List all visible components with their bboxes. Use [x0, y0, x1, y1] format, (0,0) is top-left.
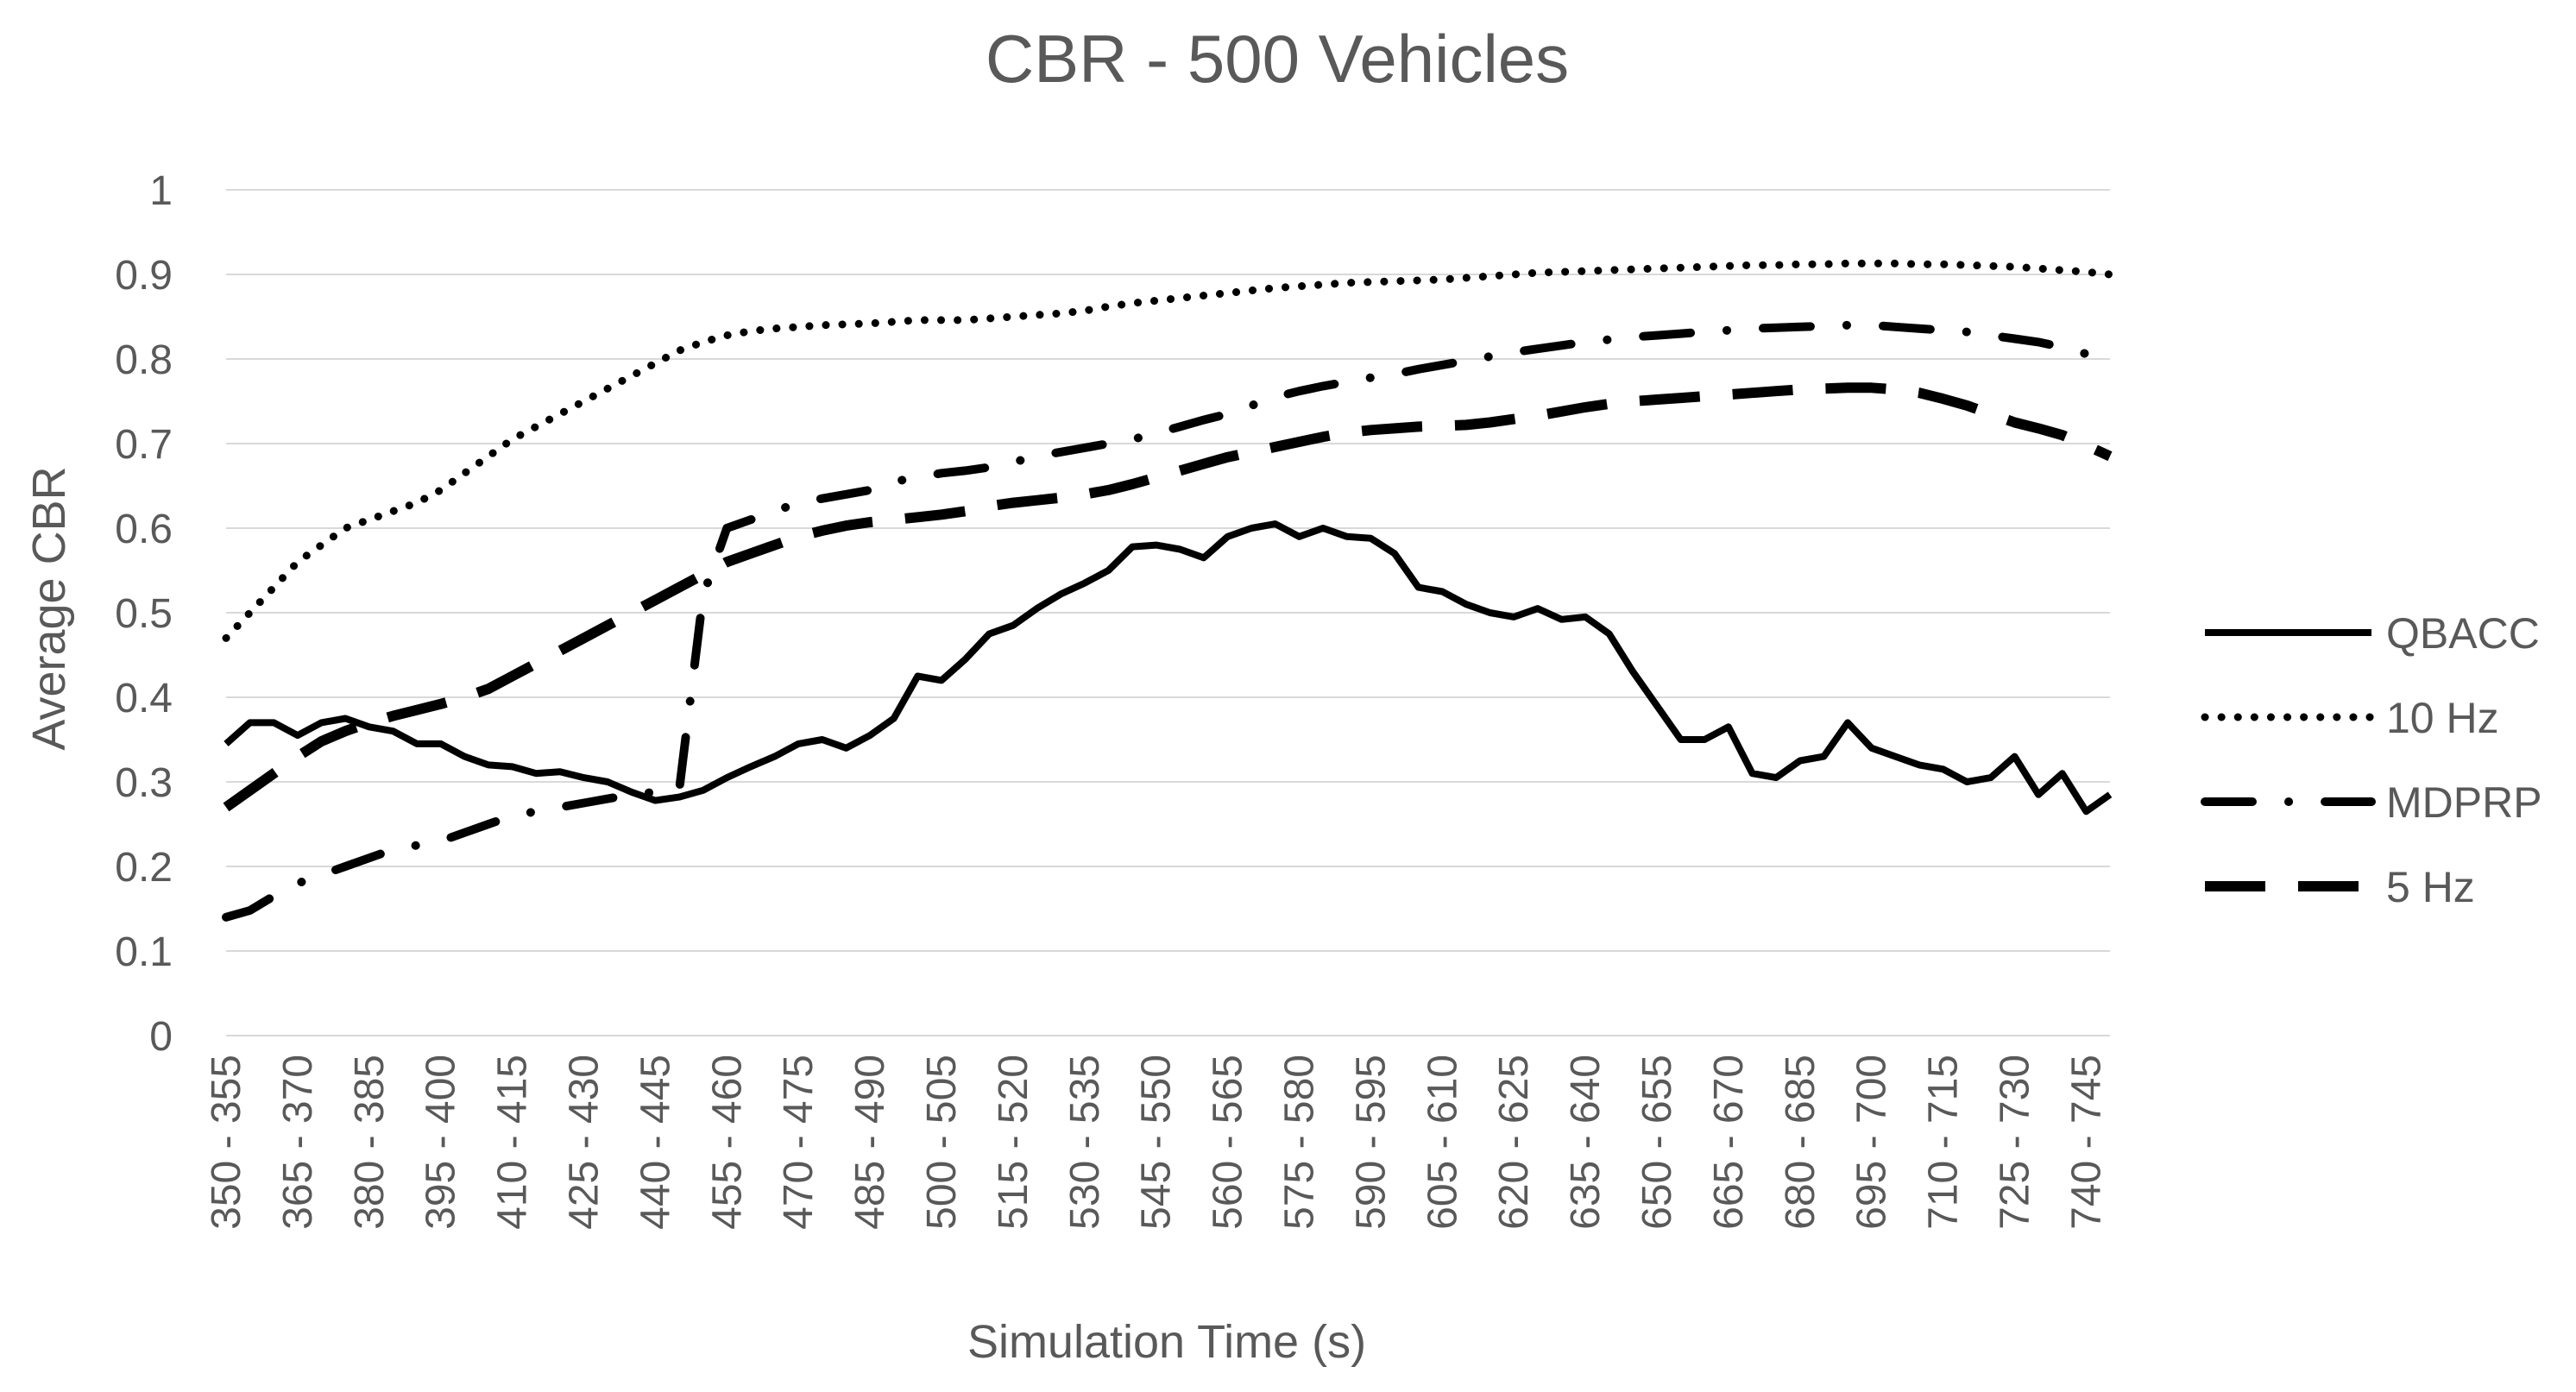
x-tick-label: 530 - 535	[1062, 1055, 1108, 1230]
legend-label-mdprp: MDPRP	[2386, 778, 2542, 827]
x-tick-label: 455 - 460	[704, 1055, 750, 1230]
gridlines	[226, 189, 2110, 1036]
y-tick-label: 0.9	[115, 253, 173, 299]
x-tick-label: 710 - 715	[1921, 1055, 1967, 1230]
x-tick-label: 500 - 505	[919, 1055, 965, 1230]
x-tick-label: 515 - 520	[991, 1055, 1036, 1230]
legend: QBACC 10 Hz MDPRP 5 Hz	[2201, 609, 2542, 911]
x-tick-label: 425 - 430	[561, 1055, 607, 1230]
y-tick-label: 0.1	[115, 929, 173, 975]
x-tick-label: 410 - 415	[490, 1055, 536, 1230]
y-tick-label: 1	[149, 168, 173, 214]
x-tick-label: 545 - 550	[1134, 1055, 1180, 1230]
series-line-qbacc	[224, 520, 2113, 816]
series-line-10-hz	[222, 259, 2114, 642]
y-tick-label: 0.5	[115, 591, 173, 637]
series-line-5-hz	[223, 382, 2113, 812]
y-tick-label: 0	[149, 1014, 173, 1060]
y-tick-label: 0.2	[115, 845, 173, 891]
x-tick-label: 665 - 670	[1706, 1055, 1752, 1230]
y-tick-label: 0.3	[115, 760, 173, 806]
x-tick-label: 395 - 400	[419, 1055, 464, 1230]
x-tick-label: 470 - 475	[776, 1055, 822, 1230]
x-tick-label: 485 - 490	[847, 1055, 893, 1230]
y-axis-label: Average CBR	[23, 466, 75, 750]
x-tick-label: 365 - 370	[275, 1055, 321, 1230]
series-line-mdprp	[222, 320, 2114, 922]
y-tick-label: 0.6	[115, 507, 173, 552]
x-tick-label: 590 - 595	[1348, 1055, 1394, 1230]
x-tick-label: 635 - 640	[1563, 1055, 1609, 1230]
x-tick-label: 380 - 385	[347, 1055, 393, 1230]
x-tick-label: 725 - 730	[1992, 1055, 2037, 1230]
chart-title: CBR - 500 Vehicles	[986, 21, 1569, 97]
x-axis-ticks: 350 - 355 365 - 370 380 - 385 395 - 400 410 …	[204, 1055, 2109, 1230]
x-tick-label: 740 - 745	[2063, 1055, 2109, 1230]
x-axis-label: Simulation Time (s)	[967, 1316, 1366, 1368]
x-tick-label: 650 - 655	[1634, 1055, 1680, 1230]
series-lines	[222, 259, 2114, 922]
legend-label-qbacc: QBACC	[2386, 609, 2540, 658]
legend-label-5-hz: 5 Hz	[2386, 863, 2475, 911]
y-axis-ticks: 0 0.1 0.2 0.3 0.4 0.5 0.6 0.7 0.8 0.9 1	[115, 168, 173, 1060]
y-tick-label: 0.4	[115, 676, 173, 721]
x-tick-label: 695 - 700	[1849, 1055, 1895, 1230]
x-tick-label: 560 - 565	[1206, 1055, 1251, 1230]
legend-label-10-hz: 10 Hz	[2386, 694, 2499, 742]
x-tick-label: 440 - 445	[633, 1055, 678, 1230]
y-tick-label: 0.7	[115, 422, 173, 468]
x-tick-label: 575 - 580	[1276, 1055, 1322, 1230]
x-tick-label: 350 - 355	[204, 1055, 249, 1230]
x-tick-label: 680 - 685	[1778, 1055, 1823, 1230]
x-tick-label: 620 - 625	[1491, 1055, 1537, 1230]
x-tick-label: 605 - 610	[1420, 1055, 1465, 1230]
y-tick-label: 0.8	[115, 337, 173, 383]
